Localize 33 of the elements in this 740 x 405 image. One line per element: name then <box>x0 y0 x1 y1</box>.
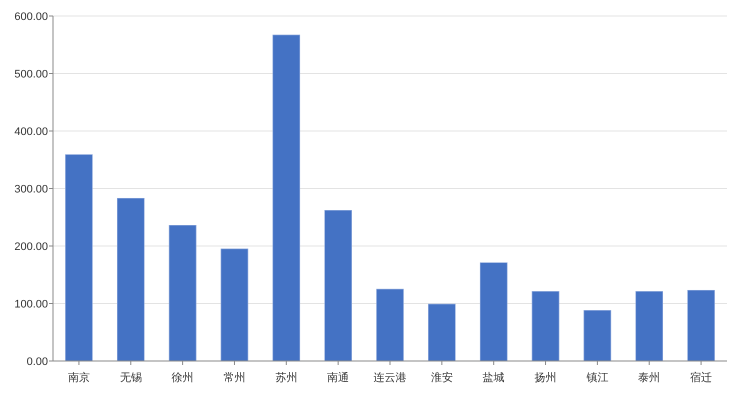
bar <box>428 304 456 362</box>
x-tick-label: 常州 <box>223 371 246 384</box>
y-tick-label: 600.00 <box>14 10 48 23</box>
y-tick-label: 200.00 <box>14 240 48 253</box>
x-tick-label: 徐州 <box>172 371 194 384</box>
bar <box>116 198 145 362</box>
x-tick-label: 宿迁 <box>690 371 712 384</box>
bar <box>532 291 560 362</box>
x-tick-label: 苏州 <box>275 371 298 384</box>
x-tick-label: 无锡 <box>120 372 142 384</box>
x-tick-label: 连云港 <box>374 371 406 384</box>
bar <box>65 154 93 362</box>
y-tick-label: 400.00 <box>14 126 48 138</box>
x-tick-label: 泰州 <box>638 371 660 384</box>
x-tick-label: 淮安 <box>430 371 453 384</box>
bar <box>376 288 404 362</box>
bar <box>220 248 248 362</box>
y-tick-label: 500.00 <box>14 68 48 80</box>
y-tick-label: 0.00 <box>26 356 48 368</box>
bar <box>635 291 664 362</box>
x-tick-label: 南通 <box>327 371 350 384</box>
bar <box>584 310 612 362</box>
bar <box>168 225 196 362</box>
x-tick-label: 镇江 <box>585 372 608 384</box>
x-tick-label: 盐城 <box>482 371 505 384</box>
bar <box>324 210 352 362</box>
bar <box>687 290 715 362</box>
x-tick-label: 扬州 <box>534 371 557 384</box>
x-tick-label: 南京 <box>68 371 90 384</box>
y-tick-label: 100.00 <box>14 298 48 310</box>
bar <box>480 262 508 362</box>
bar <box>272 34 300 362</box>
y-tick-label: 300.00 <box>14 183 48 196</box>
